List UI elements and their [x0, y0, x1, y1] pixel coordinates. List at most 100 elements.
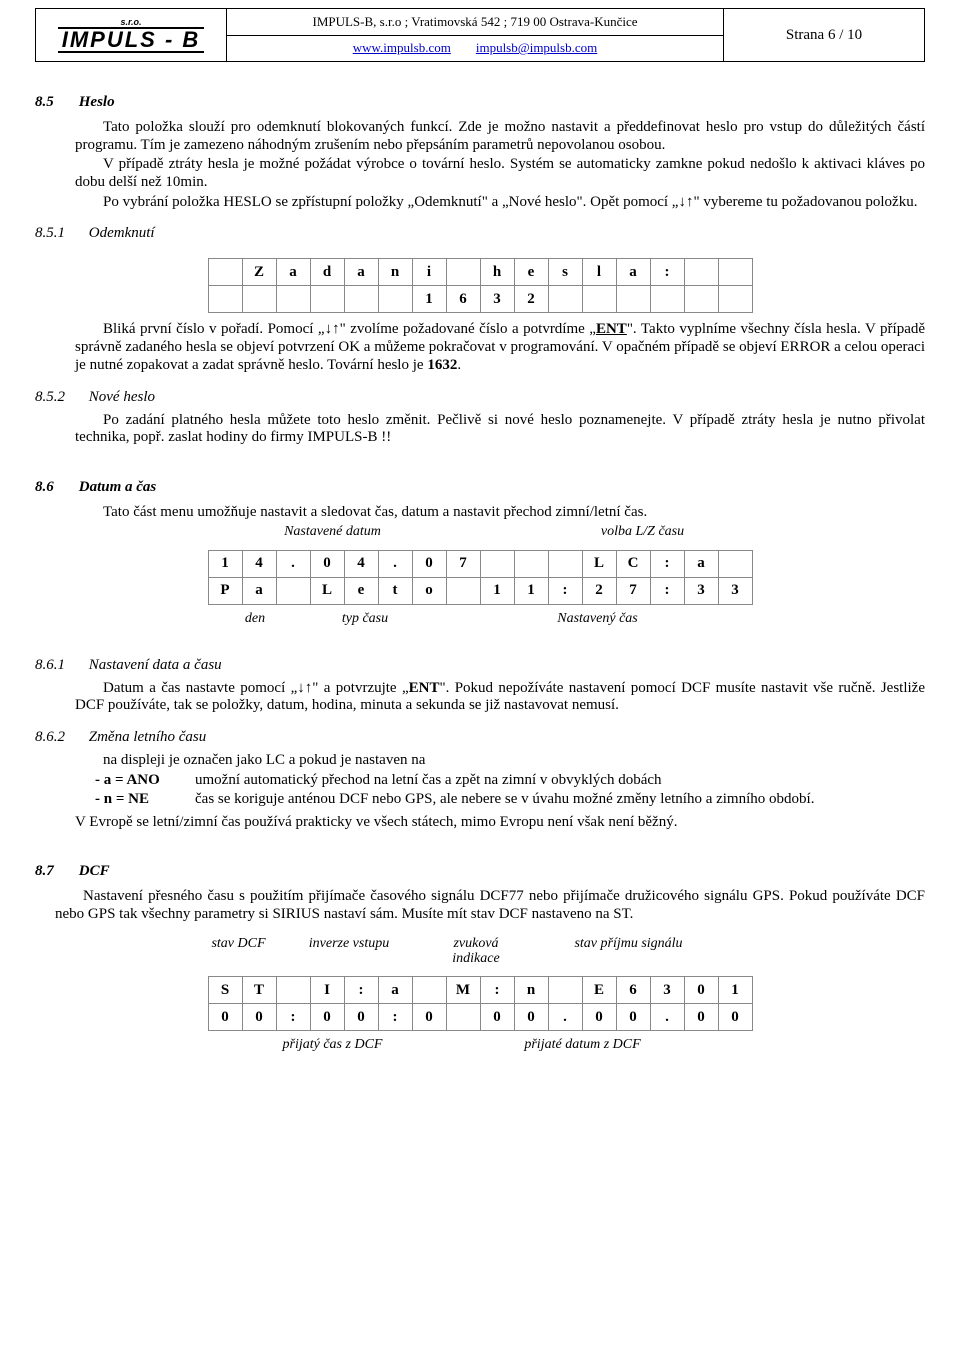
- grid-cell: o: [412, 577, 446, 604]
- header-url-link[interactable]: www.impulsb.com: [353, 40, 451, 56]
- grid-cell: [514, 550, 548, 577]
- grid-cell: 7: [616, 577, 650, 604]
- grid-cell: [684, 259, 718, 286]
- grid-cell: 1: [412, 286, 446, 313]
- grid-cell: 2: [514, 286, 548, 313]
- grid-cell: d: [310, 259, 344, 286]
- heading-8-6: 8.6 Datum a čas: [35, 479, 925, 496]
- def-list: - a = ANOumožní automatický přechod na l…: [95, 772, 925, 808]
- heading-8-5: 8.5 Heslo: [35, 94, 925, 111]
- p-86: Tato část menu umožňuje nastavit a sledo…: [75, 504, 925, 522]
- grid-cell: .: [650, 1004, 684, 1031]
- grid-cell: e: [344, 577, 378, 604]
- grid-cell: [684, 286, 718, 313]
- grid-cell: .: [378, 550, 412, 577]
- grid-cell: 0: [310, 550, 344, 577]
- grid-cell: 0: [344, 1004, 378, 1031]
- grid-cell: [548, 286, 582, 313]
- grid-cell: 0: [684, 977, 718, 1004]
- grid-cell: 7: [446, 550, 480, 577]
- grid-cell: a: [378, 977, 412, 1004]
- grid-cell: :: [344, 977, 378, 1004]
- header-email-link[interactable]: impulsb@impulsb.com: [476, 40, 597, 56]
- grid-cell: 6: [616, 977, 650, 1004]
- grid-cell: Z: [242, 259, 276, 286]
- grid-cell: 0: [684, 1004, 718, 1031]
- p-851: Bliká první číslo v pořadí. Pomocí „↓↑" …: [75, 321, 925, 374]
- grid-cell: 0: [582, 1004, 616, 1031]
- grid-cell: [582, 286, 616, 313]
- grid-cell: S: [208, 977, 242, 1004]
- page-header: s.r.o. IMPULS - B IMPULS-B, s.r.o ; Vrat…: [35, 8, 925, 62]
- lbl-nast-cas: Nastavený čas: [488, 611, 708, 627]
- lbl-zvuk: zvuková indikace: [429, 936, 524, 967]
- grid-cell: 0: [412, 1004, 446, 1031]
- grid-cell: 0: [616, 1004, 650, 1031]
- grid-datetime: 14.04.07LC:aPaLeto11:27:33: [208, 550, 753, 605]
- grid-cell: [718, 286, 752, 313]
- grid-cell: [378, 286, 412, 313]
- grid-cell: C: [616, 550, 650, 577]
- grid-cell: [208, 286, 242, 313]
- grid-cell: 2: [582, 577, 616, 604]
- grid-cell: 3: [480, 286, 514, 313]
- grid-cell: 0: [480, 1004, 514, 1031]
- logo-brand: IMPULS - B: [58, 27, 205, 53]
- lbl-volba: volba L/Z času: [578, 524, 708, 540]
- grid-cell: [412, 977, 446, 1004]
- grid-cell: a: [242, 577, 276, 604]
- p-85-2: V případě ztráty hesla je možné požádat …: [75, 156, 925, 191]
- grid-cell: T: [242, 977, 276, 1004]
- grid-cell: [616, 286, 650, 313]
- lbl-typ: typ času: [303, 611, 428, 627]
- grid-cell: h: [480, 259, 514, 286]
- heading-8-5-1: 8.5.1 Odemknutí: [35, 225, 925, 242]
- grid-cell: .: [276, 550, 310, 577]
- page-number: Strana 6 / 10: [724, 9, 924, 61]
- p-862-1: na displeji je označen jako LC a pokud j…: [75, 752, 925, 770]
- grid-cell: [276, 977, 310, 1004]
- grid-cell: [344, 286, 378, 313]
- grid-cell: L: [582, 550, 616, 577]
- arrows-icon: ↓↑: [678, 194, 693, 210]
- grid-cell: 0: [242, 1004, 276, 1031]
- grid-cell: [310, 286, 344, 313]
- lbl-signal: stav příjmu signálu: [549, 936, 709, 967]
- grid-cell: :: [378, 1004, 412, 1031]
- grid-cell: 3: [718, 577, 752, 604]
- grid-cell: 3: [684, 577, 718, 604]
- grid-dcf: STI:aM:nE630100:00:000.00.00: [208, 976, 753, 1031]
- grid-cell: i: [412, 259, 446, 286]
- lbl-nast-datum: Nastavené datum: [208, 524, 458, 540]
- header-address: IMPULS-B, s.r.o ; Vratimovská 542 ; 719 …: [227, 9, 723, 36]
- grid-cell: t: [378, 577, 412, 604]
- grid-cell: s: [548, 259, 582, 286]
- grid-cell: 1: [208, 550, 242, 577]
- heading-8-6-2: 8.6.2 Změna letního času: [35, 729, 925, 746]
- grid-cell: L: [310, 577, 344, 604]
- grid-cell: [276, 286, 310, 313]
- grid-cell: 1: [480, 577, 514, 604]
- grid-cell: [276, 577, 310, 604]
- p-85-1: Tato položka slouží pro odemknutí blokov…: [75, 119, 925, 154]
- logo: s.r.o. IMPULS - B: [36, 9, 227, 61]
- grid-cell: a: [276, 259, 310, 286]
- p-862-2: V Evropě se letní/zimní čas používá prak…: [75, 814, 925, 832]
- lbl-stav-dcf: stav DCF: [208, 936, 270, 967]
- grid-cell: a: [344, 259, 378, 286]
- grid-cell: [480, 550, 514, 577]
- grid-cell: :: [650, 259, 684, 286]
- grid-cell: 4: [242, 550, 276, 577]
- grid-cell: n: [378, 259, 412, 286]
- grid-cell: :: [548, 577, 582, 604]
- grid-cell: [650, 286, 684, 313]
- grid-cell: [446, 259, 480, 286]
- grid-cell: 1: [514, 577, 548, 604]
- arrows-icon: ↓↑: [325, 321, 340, 337]
- grid-cell: a: [684, 550, 718, 577]
- lbl-inverze: inverze vstupu: [302, 936, 397, 967]
- grid-cell: P: [208, 577, 242, 604]
- grid-cell: n: [514, 977, 548, 1004]
- grid-password: Zadanihesla:1632: [208, 258, 753, 313]
- grid-cell: [242, 286, 276, 313]
